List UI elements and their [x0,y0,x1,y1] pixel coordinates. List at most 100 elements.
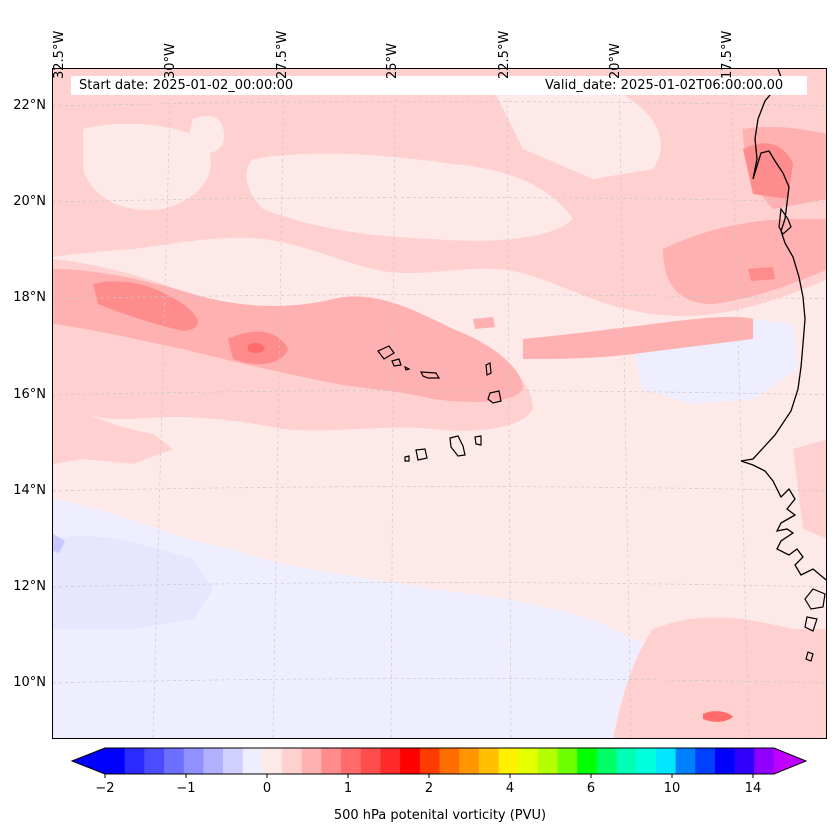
potential-vorticity-map [53,69,826,738]
gridline-lat-12 [53,582,826,588]
gridline-lon-30 [152,69,172,738]
island-sal [485,362,492,376]
colorbar-segment [262,748,283,774]
start-date-label: Start date: 2025-01-02_00:00:00 [79,78,294,93]
pv-level-2-northeast [663,219,826,304]
gridline-lat-20 [53,197,826,203]
colorbar-segment [577,748,598,774]
lat-label-14n: 14°N [13,483,46,498]
colorbar-segment [203,748,224,774]
island-santo-antao [377,345,395,360]
colorbar-segment [164,748,185,774]
pv-level-1-west [53,399,173,464]
colorbar-segment [242,748,263,774]
island-santiago [449,435,466,457]
lon-label-27-5w: 27.5°W [275,30,290,79]
colorbar-segment [459,748,480,774]
pv-level-3-east-2 [748,267,775,281]
lat-label-18n: 18°N [13,290,46,305]
coastline-detail-2 [804,588,826,610]
lat-label-22n: 22°N [13,98,46,113]
colorbar-segment [105,748,126,774]
colorbar-segment [223,748,244,774]
colorbar-segment [360,748,381,774]
colorbar-extend-low [72,748,105,774]
gridline-lat-16 [53,390,826,396]
colorbar-segment [557,748,578,774]
island-sao-nicolau [419,371,441,379]
coastline-detail-3 [804,616,818,632]
pv-level-4-core-2 [703,711,733,722]
valid-date-label: Valid_date: 2025-01-02T06:00:00.00 [545,78,784,93]
negative-region-west-edge [53,534,65,553]
lon-label-20w: 20°W [608,43,623,79]
pv-level-2-east-arm [523,316,753,359]
colorbar-segment [124,748,145,774]
cape-verde-islands [377,345,502,462]
lat-label-10n: 10°N [13,675,46,690]
pv-level-1-east-strip [793,439,826,539]
colorbar-segment [321,748,342,774]
lon-label-25w: 25°W [385,43,400,79]
gridline-lon-20 [618,69,632,738]
negative-region-southwest [53,535,213,629]
gridline-lat-18 [53,294,826,300]
africa-coastline [740,69,826,581]
lat-label-16n: 16°N [13,387,46,402]
colorbar-segment [380,748,401,774]
cbar-tick-2: 2 [424,781,434,796]
colorbar-segment [714,748,736,774]
pv-level-4 [248,342,733,722]
colorbar-segment [616,748,637,774]
cbar-tick-6: 6 [586,781,596,796]
island-sao-vicente [391,358,402,367]
colorbar-segment [754,748,775,774]
lon-label-32-5w: 32.5°W [52,30,67,79]
light-patch-north-center [246,153,573,241]
light-patch-small-1 [188,116,224,154]
gridline-lon-27-5 [272,69,285,738]
colorbar-segment [734,748,755,774]
colorbar-segment [301,748,322,774]
colorbar-extend-high [774,748,806,774]
gridline-lat-10 [53,678,826,684]
gridline-lat-14 [53,486,826,492]
colorbar-segment [144,748,165,774]
colorbar-segment [419,748,440,774]
cbar-tick-14: 14 [744,781,762,796]
coastline-detail-4 [805,651,814,662]
island-brava [404,455,410,462]
colorbar-segment [655,748,677,774]
colorbar-segment [675,748,696,774]
cbar-tick-neg1: −1 [176,781,196,796]
pv-level-3-west [93,281,198,331]
graticule [53,69,826,738]
light-patch-northeast [493,89,661,179]
gridline-lon-22-5 [506,69,512,738]
colorbar-segment [537,748,559,774]
lon-label-22-5w: 22.5°W [497,30,512,79]
colorbar-segment [636,748,657,774]
colorbar-segment [518,748,539,774]
coastline-detail-1 [778,207,792,235]
pv-level-0-patches [83,89,793,529]
island-maio [474,435,482,446]
colorbar-segment [439,748,460,774]
gridline-lat-22 [53,101,826,107]
colorbar-segment [596,748,618,774]
gridline-lon-17-5 [730,69,750,738]
colorbar [70,747,808,778]
pv-level-3-east [743,143,793,199]
lat-label-20n: 20°N [13,194,46,209]
lon-label-17-5w: 17.5°W [720,30,735,79]
date-header [71,76,807,95]
cbar-tick-1: 1 [343,781,353,796]
light-patch-center [533,405,793,529]
cbar-tick-4: 4 [505,781,515,796]
lat-label-12n: 12°N [13,579,46,594]
colorbar-segment [341,748,362,774]
gridline-lon-25 [390,69,396,738]
colorbar-segment [282,748,303,774]
cbar-tick-neg2: −2 [95,781,115,796]
pv-level-1-southeast [613,617,826,738]
